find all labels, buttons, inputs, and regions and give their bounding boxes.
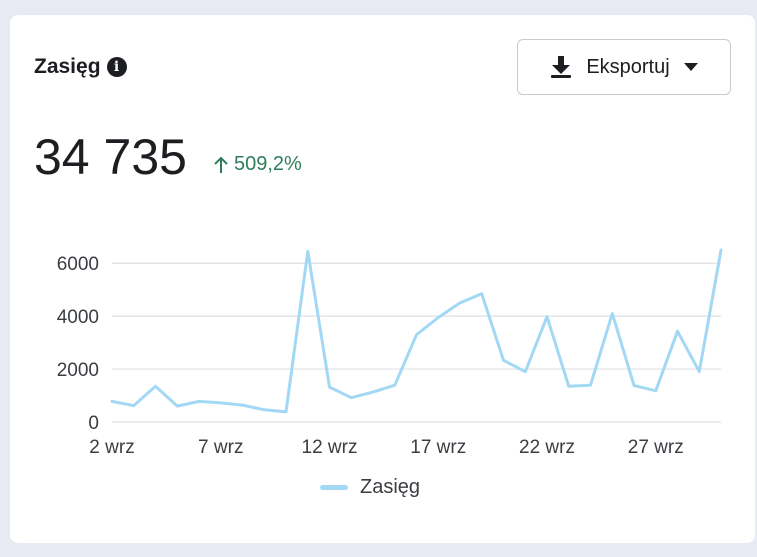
x-tick-label: 2 wrz [89,437,134,458]
x-tick-label: 22 wrz [519,437,575,458]
y-tick-label: 0 [88,413,99,434]
chart-legend: Zasięg [320,476,420,499]
x-tick-label: 12 wrz [302,437,358,458]
legend-swatch [320,485,348,490]
export-button[interactable]: Eksportuj [517,39,731,95]
card-header: Zasięg i [34,55,127,79]
x-tick-label: 7 wrz [198,437,243,458]
delta-indicator: 509,2% [214,153,302,176]
x-tick-label: 17 wrz [410,437,466,458]
series-line-zasieg [110,248,723,414]
y-tick-label: 4000 [57,307,99,328]
y-tick-label: 2000 [57,360,99,381]
legend-label: Zasięg [360,476,421,498]
caret-down-icon [683,63,698,71]
y-tick-label: 6000 [57,254,99,275]
delta-percent: 509,2% [234,153,302,175]
reach-card: Zasięg i Eksportuj 34 735 509,2% [10,15,755,543]
x-tick-label: 27 wrz [628,437,684,458]
download-icon [551,56,572,78]
card-title: Zasięg [34,55,101,78]
total-reach-value: 34 735 [34,129,187,185]
export-label: Eksportuj [586,55,670,78]
info-icon[interactable]: i [106,57,127,77]
arrow-up-icon [214,156,228,173]
